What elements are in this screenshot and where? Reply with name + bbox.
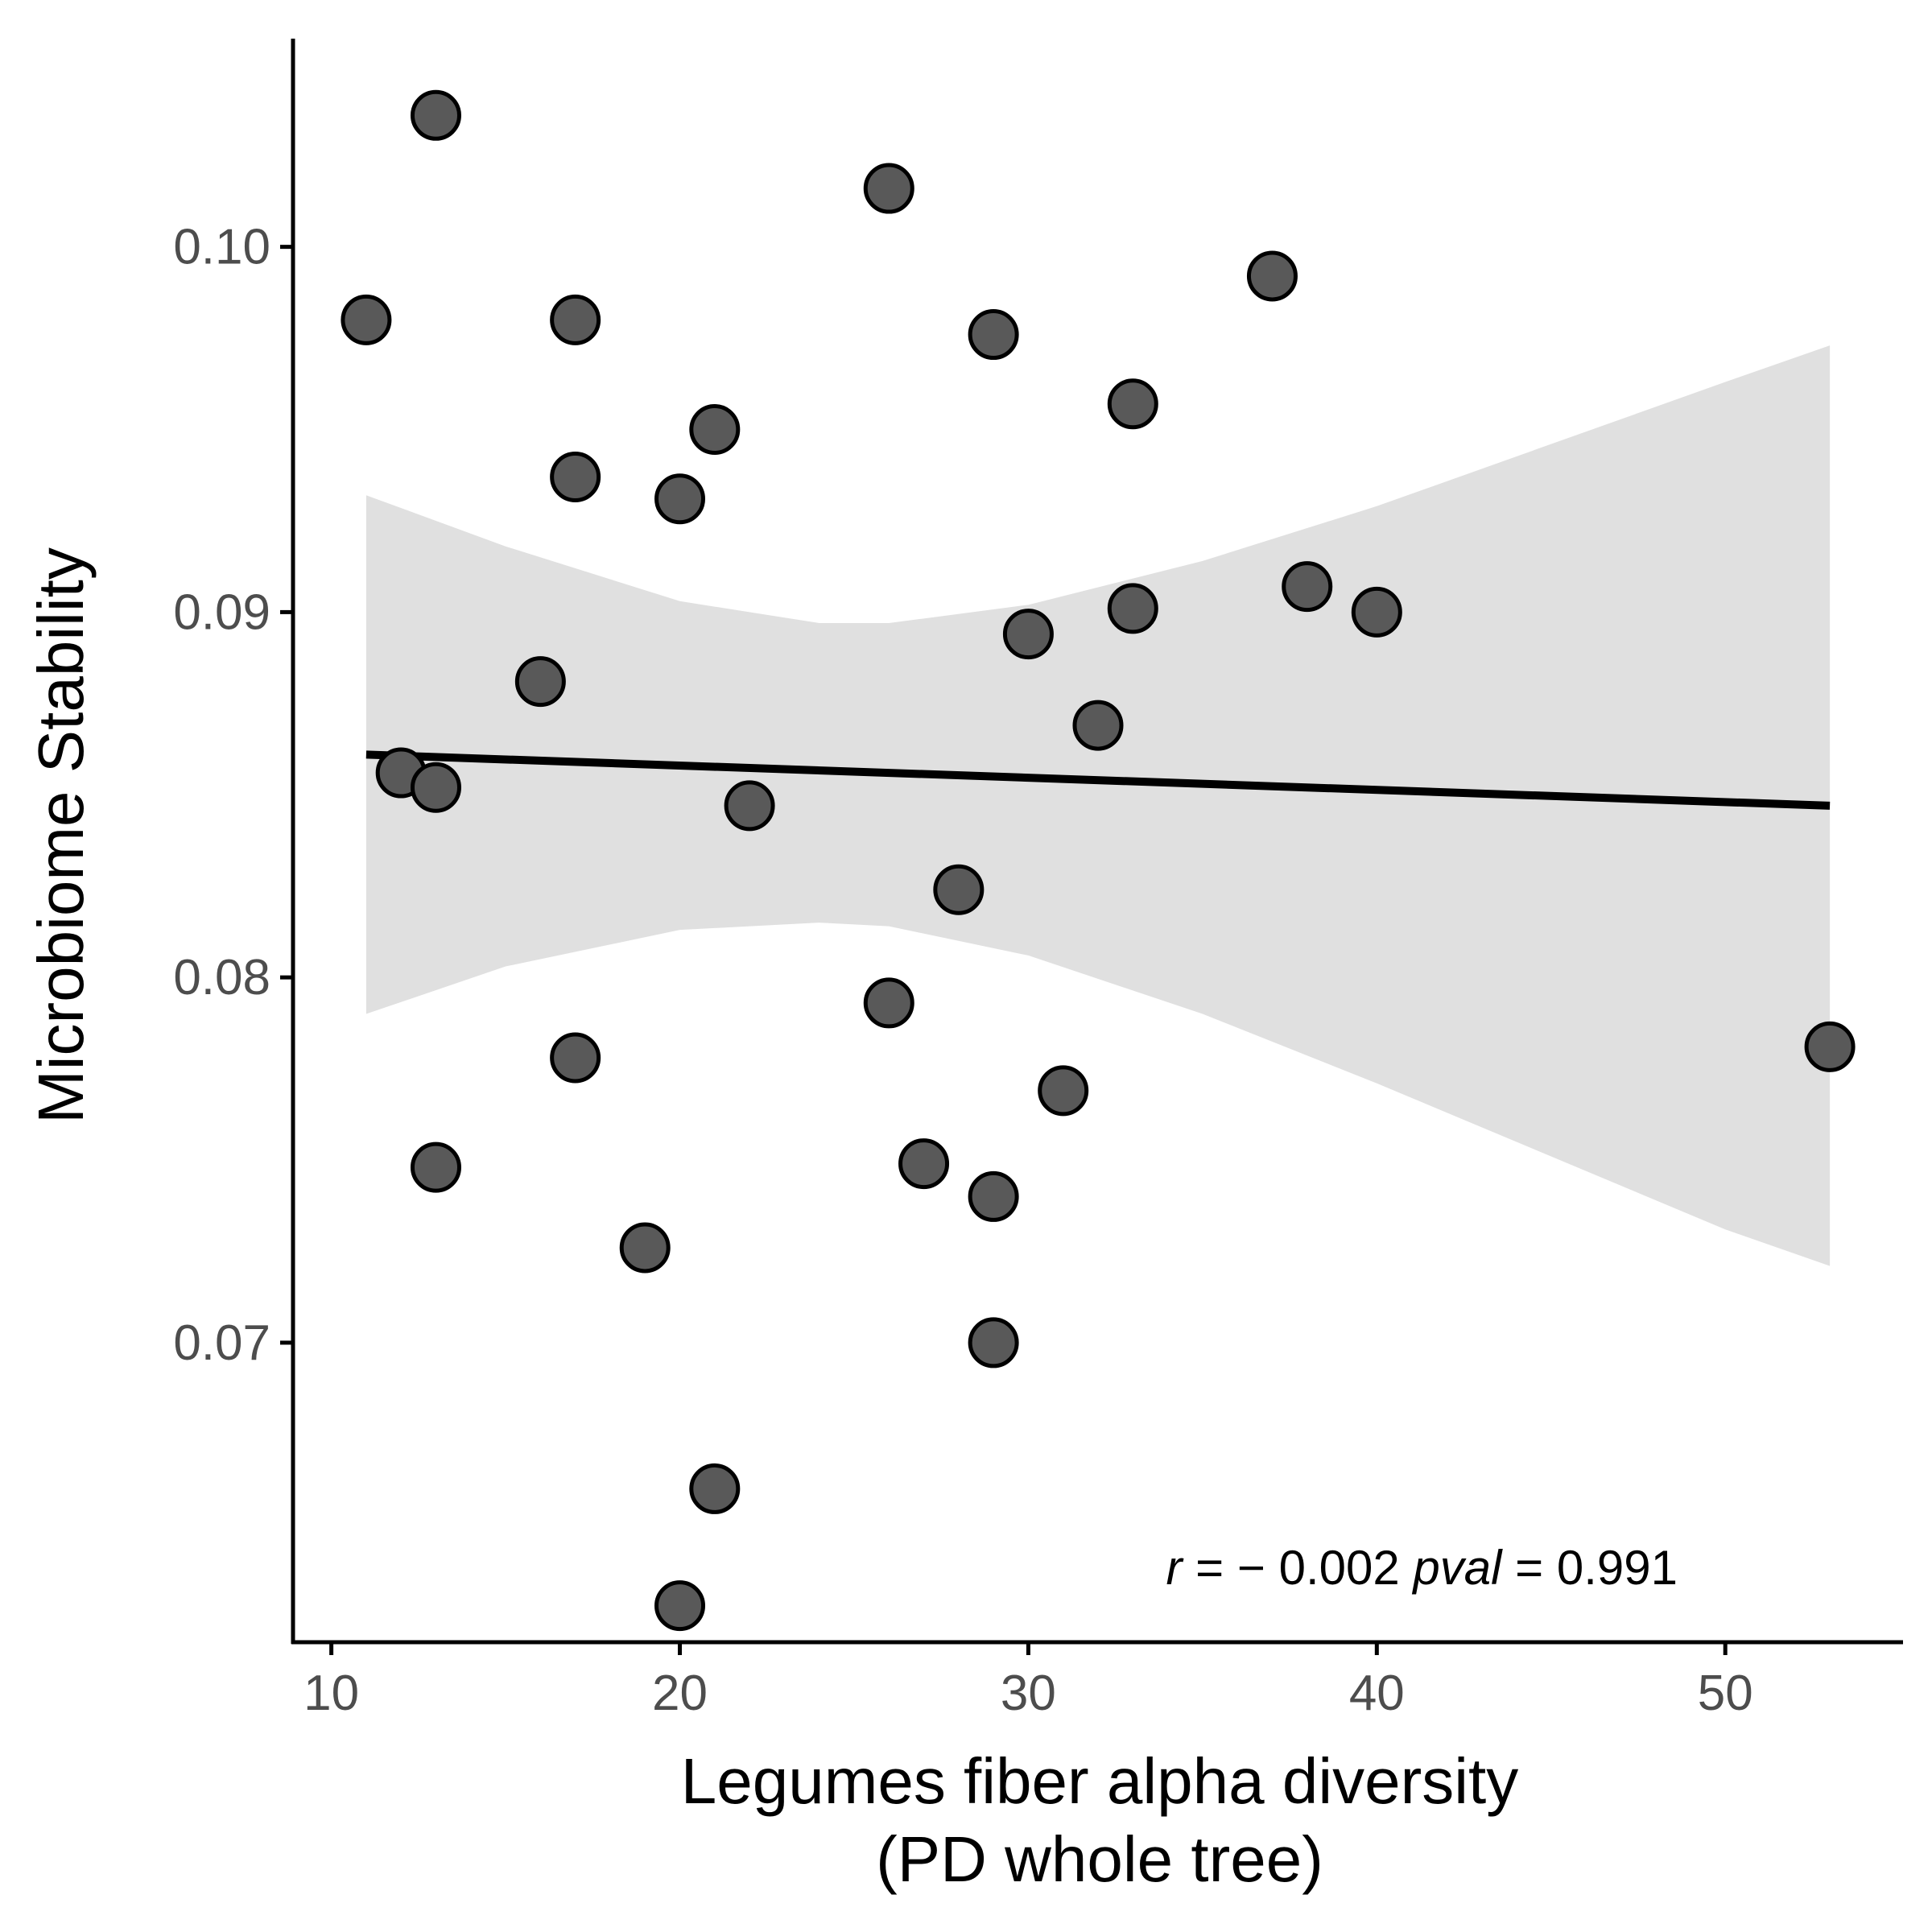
pval-label: pval bbox=[1411, 1541, 1503, 1595]
pval-value: = 0.991 bbox=[1501, 1541, 1678, 1595]
data-point bbox=[1107, 378, 1158, 430]
data-point bbox=[550, 294, 601, 345]
r-label: r bbox=[1166, 1541, 1184, 1595]
data-point bbox=[1038, 1065, 1089, 1117]
data-point bbox=[550, 1032, 601, 1084]
correlation-annotation: r = − 0.002 pval = 0.991 bbox=[1166, 1541, 1678, 1595]
data-point bbox=[1246, 250, 1298, 302]
x-axis-title-line-2: (PD whole tree) bbox=[876, 1823, 1323, 1895]
x-tick-label: 50 bbox=[1698, 1666, 1753, 1721]
data-point bbox=[654, 473, 706, 525]
x-tick-label: 10 bbox=[303, 1666, 359, 1721]
data-points-layer bbox=[341, 89, 1856, 1632]
data-point bbox=[863, 163, 914, 214]
confidence-band bbox=[365, 345, 1831, 1266]
x-axis-title-line-1: Legumes fiber alpha diversity bbox=[681, 1745, 1519, 1817]
data-point bbox=[1107, 583, 1158, 634]
data-point bbox=[654, 1580, 706, 1632]
regression-line bbox=[365, 750, 1831, 810]
r-value: = − 0.002 bbox=[1182, 1541, 1413, 1595]
data-point bbox=[1351, 586, 1402, 638]
data-point bbox=[410, 762, 461, 813]
data-point bbox=[968, 1317, 1019, 1368]
data-point bbox=[1804, 1021, 1856, 1072]
data-point bbox=[1002, 609, 1054, 660]
data-point bbox=[619, 1222, 671, 1274]
data-point bbox=[514, 656, 566, 708]
data-point bbox=[410, 89, 461, 141]
data-point bbox=[898, 1138, 950, 1190]
confidence-band-layer bbox=[365, 345, 1831, 1266]
axes-layer: 0.07 0.08 0.09 0.10 10 20 30 40 50 bbox=[173, 39, 1903, 1721]
data-point bbox=[689, 1463, 741, 1514]
data-point bbox=[724, 780, 775, 832]
x-tick-label: 30 bbox=[1001, 1666, 1056, 1721]
data-point bbox=[550, 452, 601, 503]
y-tick-label: 0.10 bbox=[173, 220, 270, 275]
data-point bbox=[410, 1141, 461, 1193]
data-point bbox=[341, 294, 392, 345]
y-axis-title: Microbiome Stability bbox=[25, 547, 97, 1124]
data-point bbox=[1072, 700, 1124, 751]
x-tick-label: 20 bbox=[652, 1666, 708, 1721]
data-point bbox=[1282, 561, 1333, 613]
y-tick-label: 0.07 bbox=[173, 1315, 270, 1371]
data-point bbox=[863, 977, 914, 1029]
y-tick-label: 0.09 bbox=[173, 584, 270, 640]
regression-line-layer bbox=[365, 750, 1831, 810]
y-tick-label: 0.08 bbox=[173, 950, 270, 1005]
data-point bbox=[689, 404, 741, 456]
data-point bbox=[968, 309, 1019, 361]
data-point bbox=[933, 864, 985, 915]
x-tick-label: 40 bbox=[1349, 1666, 1405, 1721]
data-point bbox=[968, 1170, 1019, 1222]
